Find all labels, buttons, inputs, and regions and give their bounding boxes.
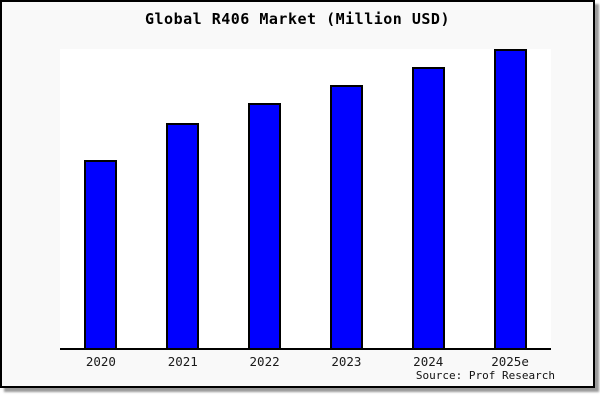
x-tick-label-2025e: 2025e	[491, 354, 529, 369]
bar-2024	[411, 67, 445, 348]
chart-frame: Global R406 Market (Million USD) 2020 202…	[0, 0, 595, 388]
x-tick-label-2024: 2024	[413, 354, 444, 369]
x-axis-labels: 2020 2021 2022 2023 2024 2025e	[60, 354, 551, 369]
x-tick-label-2021: 2021	[167, 354, 198, 369]
chart-title: Global R406 Market (Million USD)	[145, 10, 450, 28]
bar-2021	[166, 123, 200, 348]
x-tick-label-2023: 2023	[331, 354, 362, 369]
bar-2025e	[493, 49, 527, 348]
x-tick-label-2022: 2022	[249, 354, 280, 369]
bar-column	[224, 49, 306, 348]
bar-2022	[248, 103, 282, 348]
bar-column	[60, 49, 142, 348]
bar-column	[305, 49, 387, 348]
bar-2023	[329, 85, 363, 348]
bar-column	[387, 49, 469, 348]
plot-area	[60, 49, 551, 350]
bar-column	[142, 49, 224, 348]
x-tick-label-2020: 2020	[85, 354, 116, 369]
source-note: Source: Prof Research	[415, 369, 555, 382]
bar-2020	[84, 160, 118, 348]
bars-container	[60, 49, 551, 348]
bar-column	[469, 49, 551, 348]
